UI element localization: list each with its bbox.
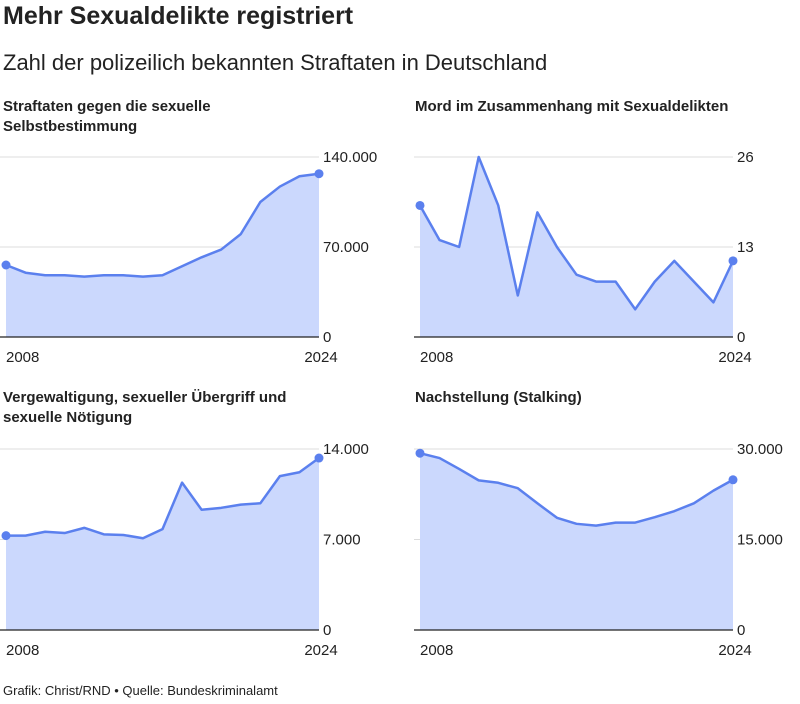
x-tick-label: 2008 [420,642,453,659]
chart-subtitle: Zahl der polizeilich bekannten Straftate… [3,50,548,75]
series-area [420,453,733,630]
y-tick-label: 7.000 [323,532,361,549]
data-point-start [415,200,425,210]
data-point-start [415,448,425,458]
y-tick-label: 13 [737,239,754,256]
series-line [6,457,320,540]
data-point-end [314,169,324,179]
y-tick-label: 70.000 [323,239,369,256]
y-tick-label: 15.000 [737,532,783,549]
series-area [6,173,319,337]
y-tick-label: 140.000 [323,149,377,166]
series-area [420,157,733,337]
x-tick-label: 2024 [304,349,337,366]
data-point-end [728,475,738,485]
y-tick-label: 26 [737,149,754,166]
panel-title-stalking: Nachstellung (Stalking) [415,389,582,406]
data-point-end [314,453,324,463]
panel-title-rape: Vergewaltigung, sexueller Übergriff und … [3,389,287,426]
y-tick-label: 0 [737,329,745,346]
x-tick-label: 2024 [718,642,751,659]
series-area [6,458,319,630]
data-point-start [1,260,11,270]
panel-title-murder: Mord im Zusammenhang mit Sexualdelikten [415,98,729,115]
y-tick-label: 0 [737,622,745,639]
y-tick-label: 0 [323,622,331,639]
series-line [419,452,734,527]
data-point-start [1,531,11,541]
x-tick-label: 2008 [420,349,453,366]
x-tick-label: 2008 [6,349,39,366]
chart-title: Mehr Sexualdelikte registriert [3,2,354,30]
series-line [5,172,320,278]
data-point-end [728,256,738,266]
y-tick-label: 0 [323,329,331,346]
series-line [418,155,735,311]
source-footer: Grafik: Christ/RND • Quelle: Bundeskrimi… [3,683,278,698]
panel-title-sexual-selfdetermination: Straftaten gegen die sexuelle Selbstbest… [3,98,211,135]
x-tick-label: 2024 [718,349,751,366]
y-tick-label: 30.000 [737,441,783,458]
y-tick-label: 14.000 [323,441,369,458]
x-tick-label: 2024 [304,642,337,659]
x-tick-label: 2008 [6,642,39,659]
